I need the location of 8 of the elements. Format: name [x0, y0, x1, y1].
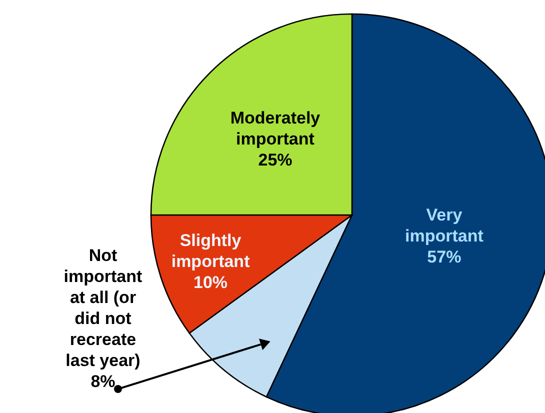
data-label: 10%: [194, 272, 228, 292]
slice-label: Slightly important: [171, 230, 250, 271]
data-label: 8%: [90, 372, 116, 391]
slice-label: Very important: [405, 206, 484, 246]
data-label: 25%: [258, 150, 292, 170]
data-label: 57%: [427, 248, 462, 267]
slice-label: Moderately important: [230, 108, 321, 148]
slice-label: Not important at all (or did not recreate last year): [64, 246, 143, 370]
